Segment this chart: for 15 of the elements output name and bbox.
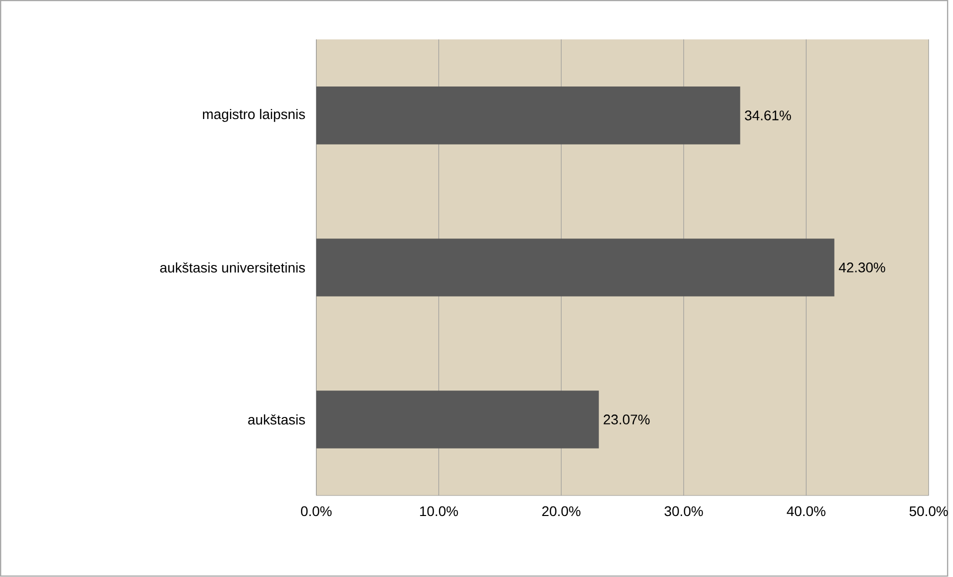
y-tick-label: magistro laipsnis xyxy=(202,109,305,122)
x-tick-label: 30.0% xyxy=(664,506,703,516)
data-label: 23.07% xyxy=(604,414,650,425)
y-tick-label: aukštasis universitetinis xyxy=(160,262,305,273)
x-tick-label: 20.0% xyxy=(542,506,580,516)
x-tick-label: 40.0% xyxy=(786,506,826,516)
x-tick-label: 10.0% xyxy=(420,506,458,516)
data-label: 42.30% xyxy=(838,262,886,273)
y-tick-label: aukštasis xyxy=(248,414,305,425)
bar xyxy=(316,390,599,448)
bar xyxy=(316,86,740,144)
x-tick-label: 0.0% xyxy=(300,506,332,516)
bar xyxy=(316,238,834,296)
data-label: 34.61% xyxy=(744,110,791,120)
x-tick-label: 50.0% xyxy=(910,506,948,516)
